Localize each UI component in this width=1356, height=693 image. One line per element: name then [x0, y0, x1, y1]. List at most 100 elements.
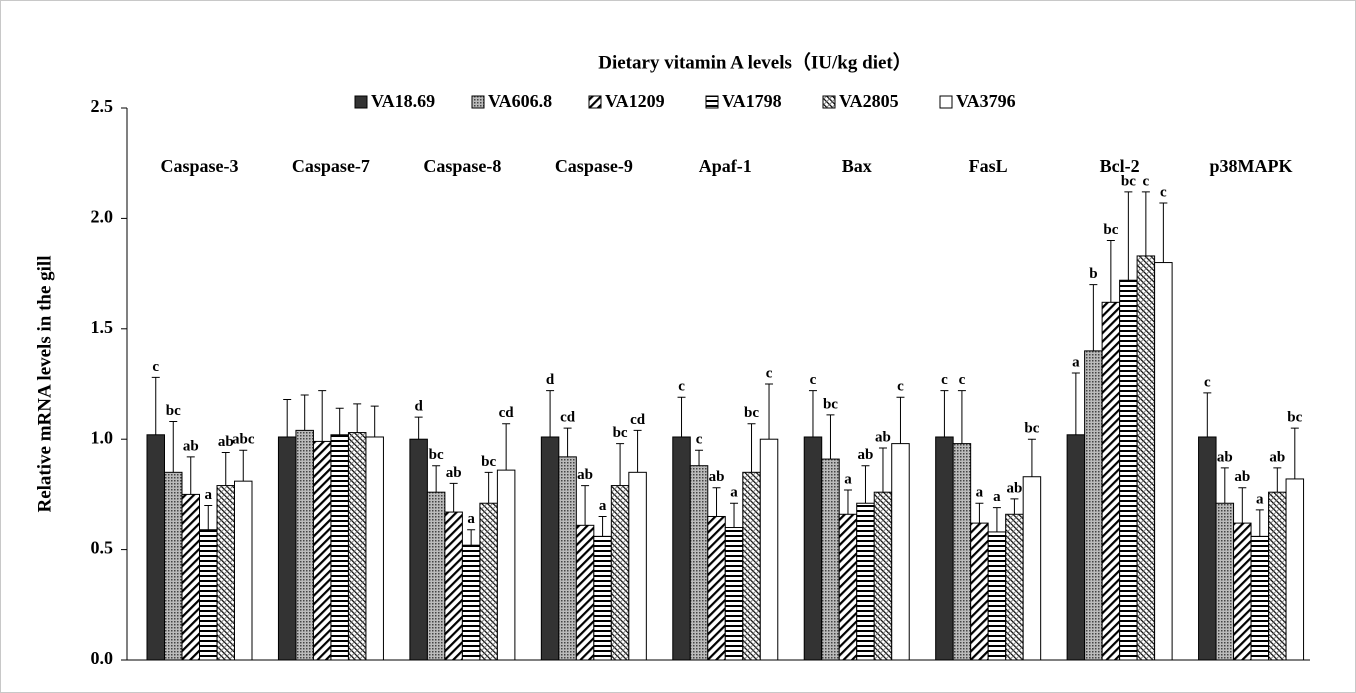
- legend-label: VA606.8: [488, 91, 552, 111]
- error-bar: [747, 423, 756, 473]
- significance-letter: c: [696, 432, 703, 448]
- error-bar: [449, 482, 458, 513]
- bar: [1198, 436, 1217, 661]
- significance-letter: cd: [560, 410, 576, 426]
- significance-letter: abc: [232, 432, 255, 448]
- legend-swatch: [939, 95, 953, 109]
- bar: [312, 440, 332, 661]
- error-bar: [186, 456, 195, 495]
- significance-letter: ab: [183, 438, 199, 454]
- bar: [803, 436, 823, 661]
- error-bar: [1010, 498, 1019, 515]
- error-bar: [318, 390, 327, 442]
- bar: [821, 458, 840, 661]
- bar: [426, 491, 446, 661]
- error-bar: [633, 429, 642, 473]
- error-bar: [1071, 372, 1080, 435]
- bar: [672, 436, 691, 661]
- significance-letter: bc: [1103, 222, 1118, 238]
- bar: [1005, 513, 1024, 661]
- error-bar: [467, 529, 476, 546]
- significance-letter: c: [1204, 374, 1211, 390]
- error-bar: [283, 398, 292, 437]
- error-bar: [1238, 487, 1247, 524]
- bar: [1154, 262, 1173, 661]
- significance-letter: c: [1160, 184, 1167, 200]
- error-bar: [598, 515, 607, 537]
- error-bar: [1159, 202, 1168, 263]
- error-bar: [1220, 467, 1229, 504]
- legend-label: VA1209: [605, 91, 665, 111]
- significance-letter: a: [976, 485, 984, 501]
- error-bar: [695, 449, 704, 466]
- y-axis-label: Relative mRNA levels in the gill: [34, 256, 55, 513]
- legend-swatch: [354, 95, 368, 109]
- bar: [164, 471, 183, 661]
- bar: [1215, 502, 1235, 661]
- bar: [891, 443, 910, 661]
- bar: [365, 436, 384, 661]
- significance-letter: bc: [613, 425, 628, 441]
- bar: [461, 544, 481, 661]
- significance-letter: a: [1256, 491, 1264, 507]
- error-bar: [353, 403, 362, 433]
- bar: [216, 485, 235, 661]
- significance-letter: c: [766, 365, 773, 381]
- y-tick-label: 0.5: [91, 538, 114, 558]
- y-tick-label: 0.0: [91, 648, 114, 668]
- significance-letter: ab: [577, 467, 593, 483]
- bar: [409, 438, 428, 661]
- bar: [759, 438, 779, 661]
- significance-letter: a: [1072, 354, 1080, 370]
- significance-letter: bc: [429, 447, 444, 463]
- error-bar: [502, 423, 511, 471]
- bar: [838, 513, 858, 661]
- bar: [1268, 491, 1287, 661]
- significance-letter: a: [993, 489, 1001, 505]
- significance-letter: a: [844, 471, 852, 487]
- bar: [1022, 476, 1042, 661]
- error-bar: [484, 471, 493, 504]
- significance-letter: c: [941, 372, 948, 388]
- category-label: Bax: [842, 156, 872, 176]
- error-bar: [414, 416, 423, 440]
- category-label: Bcl-2: [1100, 156, 1140, 176]
- error-bar: [1255, 509, 1264, 537]
- significance-letter: c: [897, 379, 904, 395]
- y-tick-label: 1.5: [91, 317, 114, 337]
- bar: [610, 485, 630, 661]
- bar: [593, 535, 612, 661]
- significance-letter: ab: [218, 434, 234, 450]
- bar: [1285, 478, 1305, 661]
- category-label: Caspase-9: [555, 156, 633, 176]
- bar: [496, 469, 516, 661]
- legend-label: VA3796: [956, 91, 1016, 111]
- legend-swatch: [705, 95, 719, 109]
- bar: [330, 434, 349, 661]
- bar: [181, 493, 200, 661]
- category-label: Caspase-8: [423, 156, 501, 176]
- error-bar: [581, 485, 590, 526]
- error-bar: [1089, 284, 1098, 351]
- significance-letter: ab: [1234, 469, 1250, 485]
- bar: [742, 471, 761, 661]
- error-bar: [616, 443, 625, 486]
- legend-label: VA18.69: [371, 91, 435, 111]
- bar: [444, 511, 463, 661]
- significance-letter: bc: [166, 403, 181, 419]
- significance-letter: c: [810, 372, 817, 388]
- error-bar: [730, 502, 739, 528]
- significance-letter: a: [599, 498, 607, 514]
- significance-letter: cd: [499, 405, 515, 421]
- bar: [1250, 535, 1270, 661]
- significance-letter: b: [1089, 266, 1097, 282]
- chart-title: Dietary vitamin A levels（IU/kg diet）: [598, 50, 911, 73]
- significance-letter: c: [678, 379, 685, 395]
- bar: [1119, 279, 1138, 661]
- bar: [1136, 255, 1156, 661]
- category-label: Caspase-3: [160, 156, 238, 176]
- error-bar: [221, 451, 230, 486]
- error-bar: [1124, 191, 1133, 281]
- significance-letter: c: [959, 372, 966, 388]
- error-bar: [1290, 427, 1299, 479]
